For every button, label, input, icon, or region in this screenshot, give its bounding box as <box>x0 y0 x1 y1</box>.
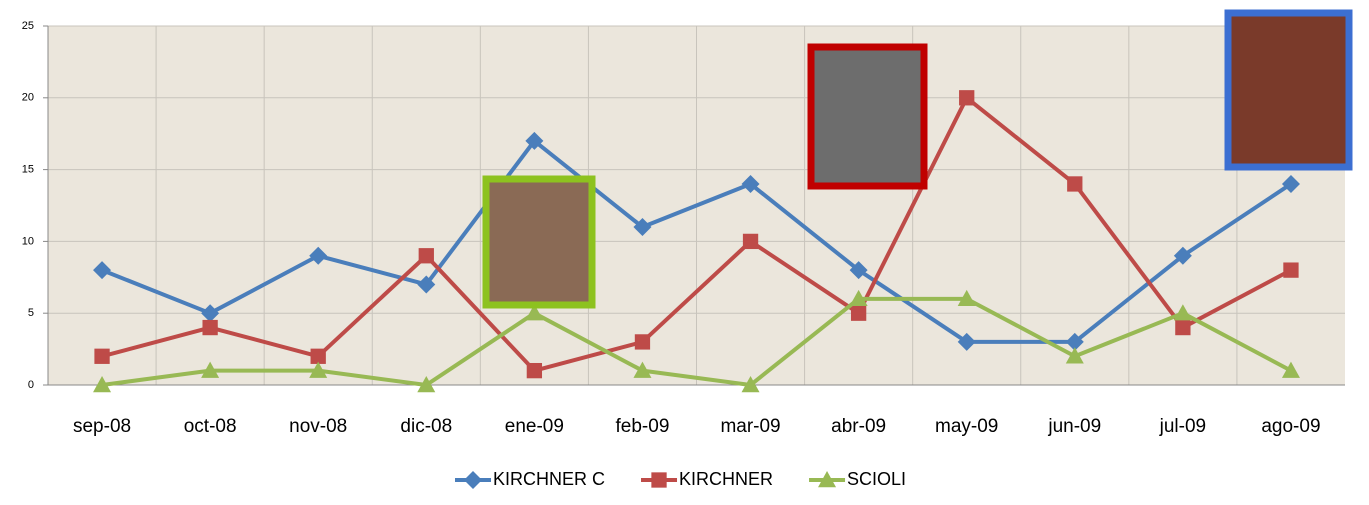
marker <box>527 363 542 378</box>
x-tick-label: ago-09 <box>1261 416 1320 437</box>
y-tick-label: 15 <box>22 164 34 176</box>
marker <box>743 234 758 249</box>
chart: 0 5 10 15 20 25 sep-08 oct-08 nov-08 dic-08 ene-09… <box>0 0 1369 500</box>
marker <box>1067 176 1082 191</box>
marker <box>1175 320 1190 335</box>
x-tick-label: mar-09 <box>720 416 780 437</box>
x-tick-label: jul-09 <box>1159 416 1206 437</box>
page: 0 5 10 15 20 25 sep-08 oct-08 nov-08 dic-08 ene-09… <box>0 0 1369 505</box>
legend-label: KIRCHNER C <box>493 469 605 489</box>
marker <box>464 471 482 489</box>
legend: KIRCHNER C KIRCHNER SCIOLI <box>455 469 906 489</box>
x-tick-label: jun-09 <box>1047 416 1101 437</box>
y-tick-label: 10 <box>22 235 34 247</box>
x-tick-label: dic-08 <box>400 416 452 437</box>
marker <box>94 349 109 364</box>
y-tick-label: 20 <box>22 92 34 104</box>
x-tick-label: abr-09 <box>831 416 886 437</box>
marker <box>959 90 974 105</box>
y-tick-label: 5 <box>28 307 34 319</box>
x-tick-label: sep-08 <box>73 416 131 437</box>
y-tick-label: 0 <box>28 379 34 391</box>
marker <box>851 306 866 321</box>
x-tick-label: may-09 <box>935 416 998 437</box>
portrait-frame <box>486 179 592 305</box>
x-tick-label: feb-09 <box>616 416 670 437</box>
x-tick-label: ene-09 <box>505 416 564 437</box>
marker <box>419 248 434 263</box>
x-tick-label: nov-08 <box>289 416 347 437</box>
x-tick-label: oct-08 <box>184 416 237 437</box>
portrait-frame <box>1228 13 1349 167</box>
legend-label: KIRCHNER <box>679 469 773 489</box>
marker <box>1283 262 1298 277</box>
marker <box>202 320 217 335</box>
portrait-frame <box>811 47 924 186</box>
marker <box>311 349 326 364</box>
legend-label: SCIOLI <box>847 469 906 489</box>
y-tick-label: 25 <box>22 20 34 32</box>
marker <box>651 472 666 487</box>
marker <box>635 334 650 349</box>
